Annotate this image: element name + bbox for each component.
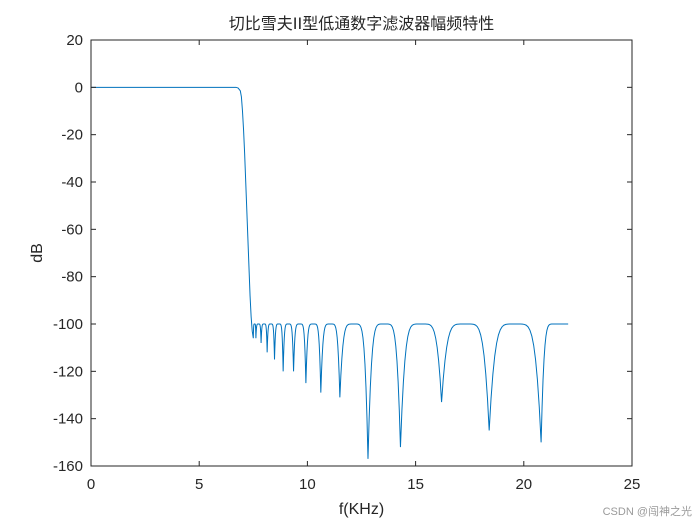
watermark: CSDN @闯神之光 <box>602 506 692 518</box>
axes-box <box>90 39 633 467</box>
y-tick-label: -160 <box>53 458 83 475</box>
y-tick-label: -140 <box>53 411 83 428</box>
y-tick-label: 20 <box>66 32 83 49</box>
x-tick-label: 25 <box>624 476 641 493</box>
y-tick-label: -100 <box>53 316 83 333</box>
plot-area <box>91 40 632 466</box>
tick-layer: 0 5 10 15 20 25 20 0 -20 -40 -60 -80 -100 -120 -140 -16… <box>53 32 640 493</box>
y-tick-label: -40 <box>61 174 83 191</box>
x-tick-label: 5 <box>195 476 203 493</box>
y-tick-label: -20 <box>61 127 83 144</box>
chart-title: 切比雪夫II型低通数字滤波器幅频特性 <box>229 14 494 33</box>
y-axis-label: dB <box>29 243 46 263</box>
y-tick-label: -120 <box>53 363 83 380</box>
curve-layer <box>91 86 569 459</box>
y-tick-label: 0 <box>75 79 83 96</box>
series-line <box>91 86 569 459</box>
x-tick-label: 15 <box>407 476 424 493</box>
x-tick-label: 20 <box>515 476 532 493</box>
x-tick-label: 10 <box>299 476 316 493</box>
y-tick-label: -60 <box>61 221 83 238</box>
x-axis-label: f(KHz) <box>339 501 384 518</box>
x-tick-label: 0 <box>87 476 95 493</box>
y-tick-label: -80 <box>61 269 83 286</box>
